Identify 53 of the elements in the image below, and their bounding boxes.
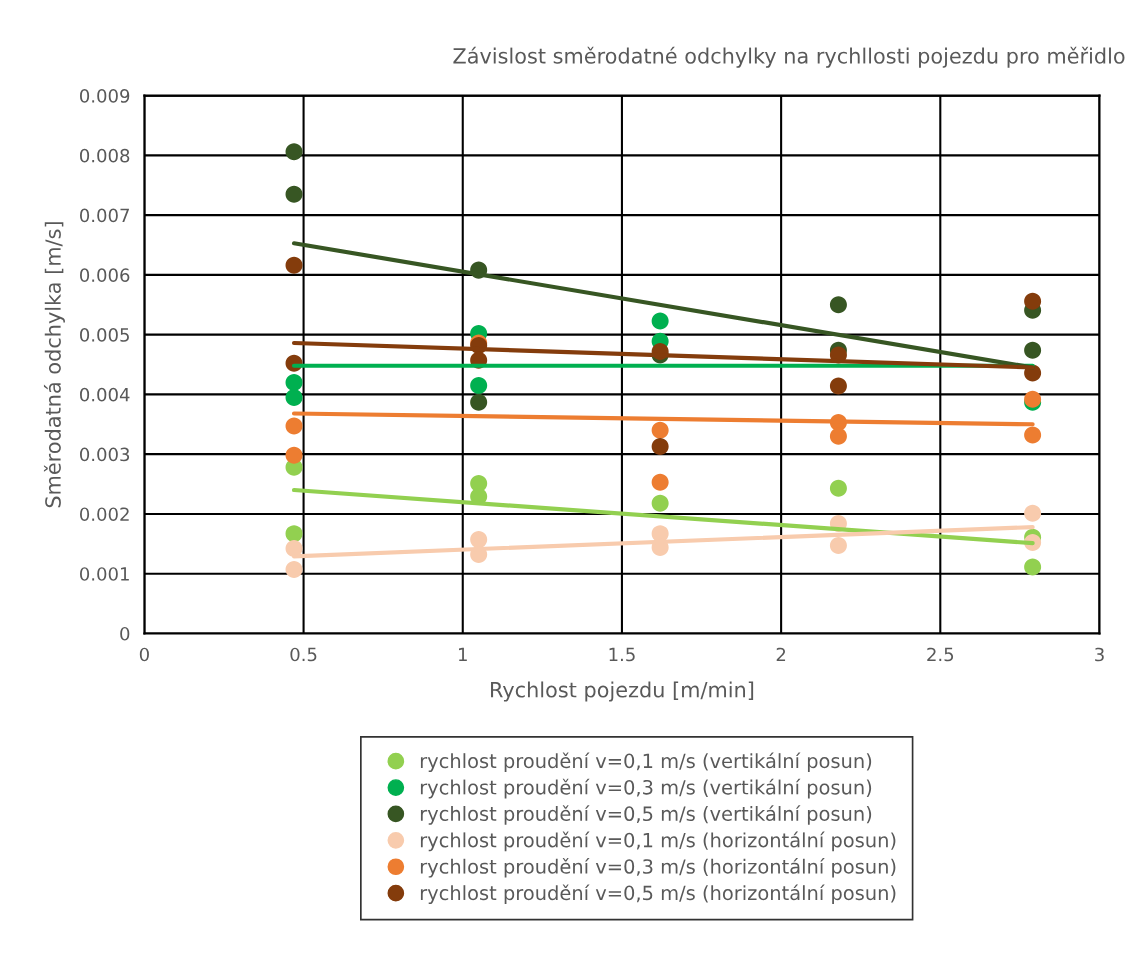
point (829, 377, 847, 395)
point (1024, 341, 1042, 359)
legend-label: rychlost proudění v=0,1 m/s (horizontální posun) (420, 831, 896, 852)
y-tick-label: 0.007 (80, 208, 129, 223)
x-tick-label: 2.5 (927, 647, 954, 662)
y-axis-title: Směrodatná odchylka [m/s] (43, 222, 65, 508)
point (829, 427, 847, 445)
y-tick-label: 0.009 (80, 89, 130, 103)
point (285, 256, 303, 274)
point (1024, 292, 1042, 310)
point (829, 537, 847, 555)
point (651, 312, 669, 330)
x-tick-label: 0.5 (290, 647, 317, 662)
point (1024, 504, 1042, 522)
x-tick-label: 3 (1095, 647, 1104, 662)
point (470, 531, 488, 549)
y-tick-label: 0.004 (80, 387, 130, 402)
point (285, 388, 303, 406)
y-tick-label: 0 (120, 626, 130, 641)
point (651, 494, 669, 512)
y-tick-label: 0.005 (80, 328, 129, 342)
point (1024, 558, 1042, 576)
point (285, 417, 303, 435)
point (829, 479, 847, 497)
x-tick-label: 1.5 (609, 647, 635, 662)
point (1024, 426, 1042, 444)
point (829, 296, 847, 314)
point (470, 376, 488, 394)
point (285, 185, 303, 203)
point (285, 143, 303, 161)
legend-label: rychlost proudění v=0,1 m/s (vertikální posun) (420, 752, 872, 772)
y-tick-label: 0.001 (80, 567, 129, 581)
y-tick-label: 0.006 (80, 268, 130, 283)
x-tick-label: 1 (459, 647, 467, 662)
point (285, 446, 303, 464)
point (470, 393, 488, 411)
point (651, 473, 669, 491)
y-tick-label: 0.003 (80, 447, 130, 462)
legend-label: rychlost proudění v=0,5 m/s (vertikální posun) (420, 805, 872, 825)
x-tick-label: 0 (139, 647, 149, 662)
x-axis-title: Rychlost pojezdu [m/min] (491, 681, 754, 702)
point (285, 560, 303, 578)
legend-label: rychlost proudění v=0,5 m/s (horizontální posun) (420, 884, 896, 904)
point (651, 437, 669, 455)
y-tick-label: 0.002 (80, 507, 129, 522)
y-tick-label: 0.008 (80, 148, 130, 163)
point (651, 421, 669, 439)
legend-label: rychlost proudění v=0,3 m/s (horizontální posun) (420, 858, 896, 878)
chart-title: Závislost směrodatné odchylky na rychllosti pojezdu pro měřidlo (453, 46, 1125, 68)
x-tick-label: 2 (776, 647, 786, 662)
legend-label: rychlost proudění v=0,3 m/s (vertikální posun) (420, 778, 872, 799)
point (285, 525, 303, 543)
point (285, 373, 303, 391)
